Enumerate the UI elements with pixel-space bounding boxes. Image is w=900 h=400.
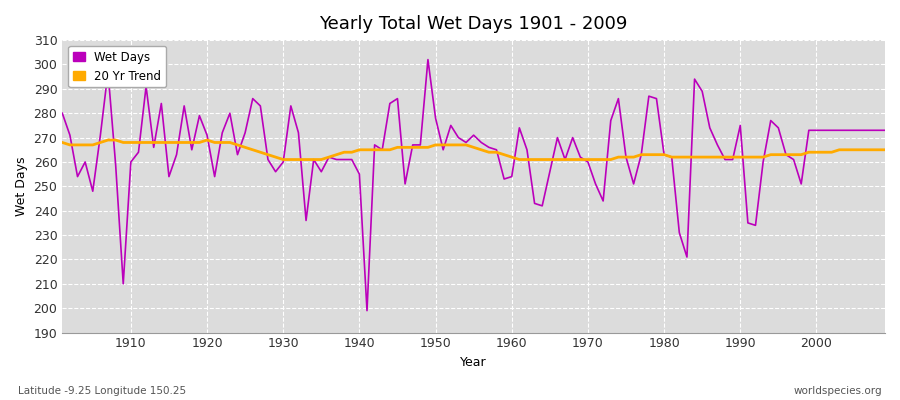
20 Yr Trend bbox=[57, 140, 68, 145]
Wet Days bbox=[613, 96, 624, 101]
Y-axis label: Wet Days: Wet Days bbox=[15, 156, 28, 216]
20 Yr Trend bbox=[879, 147, 890, 152]
20 Yr Trend bbox=[522, 157, 533, 162]
20 Yr Trend bbox=[103, 138, 113, 142]
Line: Wet Days: Wet Days bbox=[62, 60, 885, 311]
Title: Yearly Total Wet Days 1901 - 2009: Yearly Total Wet Days 1901 - 2009 bbox=[320, 15, 628, 33]
Legend: Wet Days, 20 Yr Trend: Wet Days, 20 Yr Trend bbox=[68, 46, 166, 87]
20 Yr Trend bbox=[613, 155, 624, 160]
X-axis label: Year: Year bbox=[460, 356, 487, 369]
Text: worldspecies.org: worldspecies.org bbox=[794, 386, 882, 396]
Wet Days bbox=[422, 57, 433, 62]
Wet Days bbox=[879, 128, 890, 133]
20 Yr Trend bbox=[125, 140, 136, 145]
Wet Days bbox=[362, 308, 373, 313]
20 Yr Trend bbox=[301, 157, 311, 162]
Wet Days bbox=[514, 126, 525, 130]
Wet Days bbox=[57, 111, 68, 116]
20 Yr Trend bbox=[278, 157, 289, 162]
20 Yr Trend bbox=[514, 157, 525, 162]
Line: 20 Yr Trend: 20 Yr Trend bbox=[62, 140, 885, 160]
Wet Days bbox=[118, 282, 129, 286]
Wet Days bbox=[285, 104, 296, 108]
Wet Days bbox=[331, 157, 342, 162]
Wet Days bbox=[522, 147, 533, 152]
Text: Latitude -9.25 Longitude 150.25: Latitude -9.25 Longitude 150.25 bbox=[18, 386, 186, 396]
20 Yr Trend bbox=[346, 150, 357, 155]
